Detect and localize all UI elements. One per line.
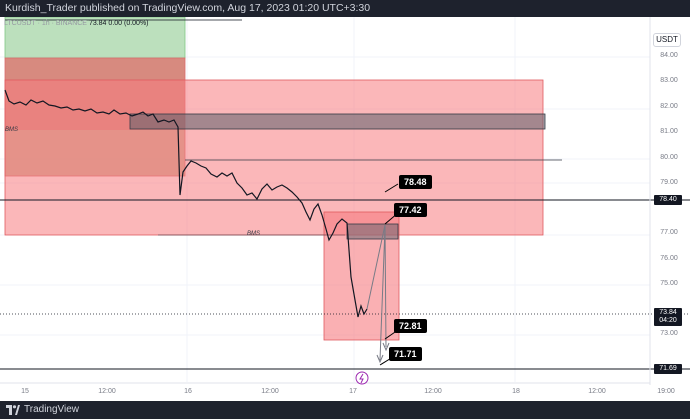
tradingview-logo-icon bbox=[6, 405, 20, 415]
time-tick: 17 bbox=[349, 388, 357, 395]
footer-brand: TradingView bbox=[24, 404, 80, 415]
price-tick: 82.00 bbox=[660, 103, 678, 110]
price-tag-71-71[interactable]: 71.71 bbox=[389, 347, 422, 361]
supply-zone-large[interactable] bbox=[4, 79, 544, 236]
time-tick: 12:00 bbox=[98, 388, 116, 395]
price-tick: 77.00 bbox=[660, 229, 678, 236]
price-tag-72-81[interactable]: 72.81 bbox=[394, 319, 427, 333]
price-tick: 76.00 bbox=[660, 255, 678, 262]
last-price-value: 73.84 bbox=[659, 309, 677, 316]
price-line bbox=[4, 89, 368, 318]
price-tick: 83.00 bbox=[660, 77, 678, 84]
price-tick: 80.00 bbox=[660, 154, 678, 161]
symbol-legend[interactable]: LTCUSDT · 1h · BINANCE 73.84 0.00 (0.00%… bbox=[4, 20, 149, 27]
chart-area[interactable]: LTCUSDT · 1h · BINANCE 73.84 0.00 (0.00%… bbox=[0, 17, 690, 401]
time-tick: 15 bbox=[21, 388, 29, 395]
order-block-zone[interactable] bbox=[129, 113, 546, 130]
event-bolt-icon[interactable] bbox=[355, 371, 369, 385]
footer-bar: TradingView bbox=[0, 401, 690, 419]
symbol-name: LTCUSDT · 1h · BINANCE bbox=[4, 20, 87, 27]
chart-canvas[interactable] bbox=[0, 17, 690, 401]
bms-mid-label: BMS bbox=[247, 231, 261, 237]
time-tick: 12:00 bbox=[424, 388, 442, 395]
axis-label-78-40: 78.40 bbox=[654, 195, 682, 205]
price-tick: 81.00 bbox=[660, 128, 678, 135]
time-tick: 19:00 bbox=[657, 388, 675, 395]
time-tick: 16 bbox=[184, 388, 192, 395]
time-tick: 12:00 bbox=[588, 388, 606, 395]
small-order-block[interactable] bbox=[346, 223, 399, 240]
time-tick: 18 bbox=[512, 388, 520, 395]
bar-countdown: 04:20 bbox=[659, 317, 677, 324]
price-tag-77-42[interactable]: 77.42 bbox=[394, 203, 427, 217]
price-tick: 79.00 bbox=[660, 179, 678, 186]
arrow-head-2 bbox=[376, 354, 384, 364]
price-tick: 73.00 bbox=[660, 330, 678, 337]
tag-pointer-1 bbox=[384, 183, 399, 193]
price-tag-78-48[interactable]: 78.48 bbox=[399, 175, 432, 189]
time-tick: 12:00 bbox=[261, 388, 279, 395]
publisher-text: Kurdish_Trader published on TradingView.… bbox=[5, 2, 371, 14]
bms-left-label: BMS bbox=[5, 127, 19, 133]
axis-label-last-price: 73.84 04:20 bbox=[654, 308, 682, 326]
projection-path bbox=[366, 224, 387, 361]
publisher-header: Kurdish_Trader published on TradingView.… bbox=[0, 0, 690, 17]
symbol-change: 0.00 (0.00%) bbox=[108, 20, 149, 27]
currency-button[interactable]: USDT bbox=[653, 33, 681, 47]
symbol-last-price: 73.84 bbox=[88, 20, 107, 27]
price-tick: 75.00 bbox=[660, 280, 678, 287]
price-tick: 84.00 bbox=[660, 52, 678, 59]
arrow-head-1 bbox=[382, 342, 390, 352]
axis-label-71-69: 71.69 bbox=[654, 364, 682, 374]
